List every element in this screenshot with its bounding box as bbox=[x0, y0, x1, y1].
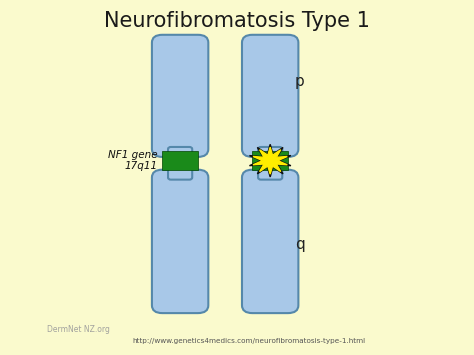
Text: DermNet NZ.org: DermNet NZ.org bbox=[47, 325, 110, 334]
FancyBboxPatch shape bbox=[242, 170, 299, 313]
Text: NF1 gene
17q11: NF1 gene 17q11 bbox=[108, 150, 157, 171]
Bar bbox=[252, 151, 288, 170]
FancyBboxPatch shape bbox=[152, 35, 209, 157]
FancyBboxPatch shape bbox=[168, 147, 192, 180]
Polygon shape bbox=[253, 147, 287, 174]
Text: http://www.genetics4medics.com/neurofibromatosis-type-1.html: http://www.genetics4medics.com/neurofibr… bbox=[133, 338, 366, 344]
FancyBboxPatch shape bbox=[242, 35, 299, 157]
Bar bbox=[162, 151, 198, 170]
FancyBboxPatch shape bbox=[258, 147, 282, 180]
Text: Neurofibromatosis Type 1: Neurofibromatosis Type 1 bbox=[104, 11, 370, 31]
FancyBboxPatch shape bbox=[152, 170, 209, 313]
Polygon shape bbox=[249, 144, 291, 177]
Text: q: q bbox=[295, 237, 305, 252]
Text: p: p bbox=[295, 74, 305, 89]
